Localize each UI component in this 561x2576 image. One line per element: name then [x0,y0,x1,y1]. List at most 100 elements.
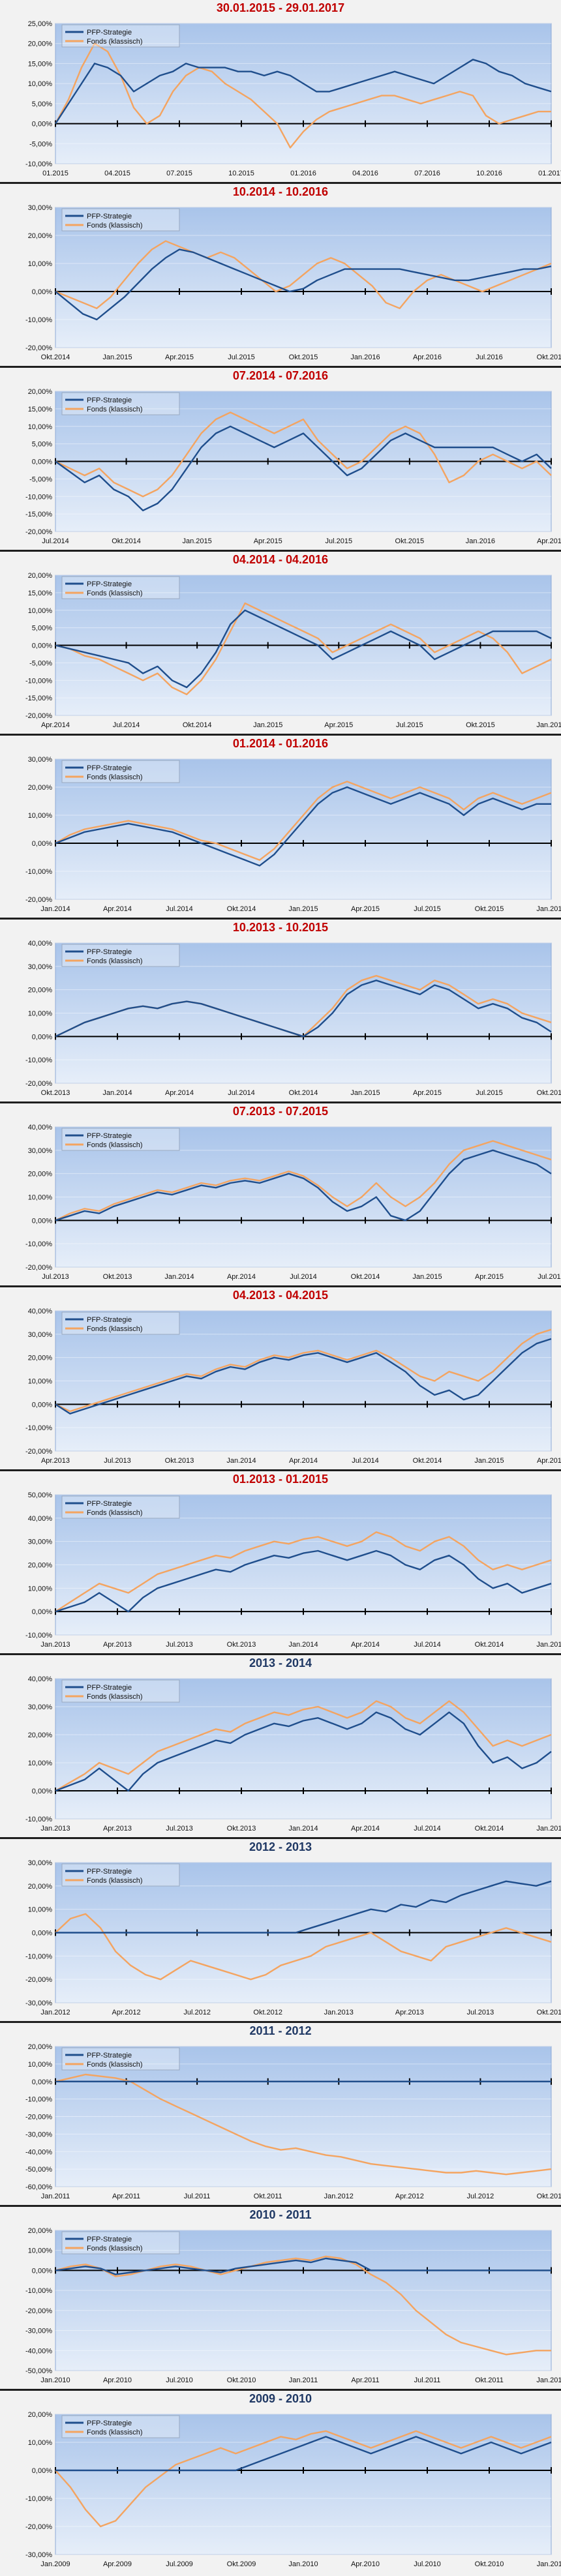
x-tick-label: Apr.2010 [351,2560,380,2568]
legend-label: PFP-Strategie [87,580,132,588]
x-tick-label: Okt.2014 [227,905,256,913]
chart-panel: 01.2014 - 01.2016 30,00% 20,00% 10,00% 0,00%… [0,736,561,920]
series-line-pfp [55,1149,552,1221]
legend-label: PFP-Strategie [87,1868,132,1876]
x-tick-label: Apr.2014 [227,1273,256,1281]
panel-separator [0,182,561,184]
y-tick-label: -20,00% [25,1080,52,1088]
y-tick-label: 0,00% [32,1217,52,1225]
y-tick-label: 10,00% [28,1010,53,1018]
panel-separator [0,2205,561,2207]
x-tick-label: Jul.2016 [476,353,503,361]
line-chart: 40,00% 30,00% 20,00% 10,00% 0,00% -10,00% -20,… [25,940,561,1097]
panel-separator [0,1285,561,1287]
x-tick-label: Okt.2015 [537,1089,561,1097]
legend-box [61,760,180,783]
legend-label: PFP-Strategie [87,2419,132,2427]
chart-title: 10.2013 - 10.2015 [232,921,329,934]
x-tick-label: 01.2016 [290,170,316,177]
panel-separator [0,550,561,552]
x-tick-label: Jul.2012 [183,2009,211,2016]
y-tick-label: -10,00% [25,2495,52,2503]
x-tick-label: Okt.2013 [103,1273,132,1281]
x-tick-label: Apr.2016 [413,353,442,361]
x-tick-label: Jul.2012 [467,2193,494,2200]
legend-label: Fonds (klassisch) [87,222,143,230]
x-tick-label: Jul.2014 [414,1825,441,1833]
y-tick-label: 10,00% [28,2439,53,2447]
y-tick-label: 0,00% [32,642,52,650]
x-tick-label: Jan.2011 [289,2376,318,2384]
y-tick-label: 30,00% [28,963,53,971]
series-line-fonds [55,2430,552,2528]
x-tick-label: Jan.2016 [536,721,561,729]
y-tick-label: -30,00% [25,2328,52,2335]
line-chart: 20,00% 10,00% 0,00% -10,00% -20,00% -30,00% -4… [25,2227,561,2384]
x-tick-label: Apr.2014 [165,1089,194,1097]
x-tick-label: Jul.2015 [396,721,423,729]
y-tick-label: -20,00% [25,1264,52,1272]
x-tick-label: Okt.2014 [183,721,212,729]
x-tick-label: Okt.2015 [475,905,504,913]
y-tick-label: 10,00% [28,1760,53,1767]
legend-box [61,944,180,967]
x-tick-label: Okt.2014 [475,1825,504,1833]
x-tick-label: Jul.2015 [228,353,255,361]
x-tick-label: Apr.2011 [351,2376,379,2384]
y-tick-label: -50,00% [25,2166,52,2174]
legend-label: PFP-Strategie [87,1684,132,1692]
y-tick-label: 5,00% [32,625,52,633]
x-tick-label: Okt.2009 [227,2560,256,2568]
x-tick-label: Jul.2013 [166,1825,193,1833]
legend-label: PFP-Strategie [87,1500,132,1508]
y-tick-label: 10,00% [28,80,53,88]
x-tick-label: Jan.2015 [536,1641,561,1649]
x-tick-label: Jan.2015 [288,905,318,913]
y-tick-label: 30,00% [28,1703,53,1711]
y-tick-label: -20,00% [25,712,52,720]
y-tick-label: 10,00% [28,607,53,615]
y-tick-label: 20,00% [28,1355,53,1362]
y-tick-label: 20,00% [28,2227,53,2235]
x-tick-label: Apr.2009 [103,2560,132,2568]
chart-panel: 10.2014 - 10.2016 30,00% 20,00% 10,00% 0,00%… [0,184,561,368]
chart-title: 04.2013 - 04.2015 [232,1289,329,1302]
y-tick-label: -30,00% [25,1999,52,2007]
y-tick-label: 0,00% [32,288,52,296]
x-tick-label: Jan.2014 [288,1641,318,1649]
x-tick-label: Apr.2015 [351,905,380,913]
x-tick-label: Apr.2015 [165,353,194,361]
x-tick-label: 04.2015 [104,170,130,177]
y-tick-label: -20,00% [25,896,52,904]
x-tick-label: Jul.2011 [414,2376,441,2384]
chart-panel: 04.2014 - 04.2016 20,00% 15,00% 10,00% 5,00%… [0,552,561,736]
x-tick-label: Apr.2015 [413,1089,442,1097]
y-tick-label: 40,00% [28,1515,53,1523]
legend-label: Fonds (klassisch) [87,1509,143,1517]
legend-label: Fonds (klassisch) [87,2061,143,2069]
x-tick-label: Jan.2016 [466,537,495,545]
chart-title: 10.2014 - 10.2016 [232,185,329,198]
x-tick-label: Okt.2012 [537,2193,561,2200]
line-chart: 30,00% 20,00% 10,00% 0,00% -10,00% -20,00% -30… [25,1859,561,2016]
chart-panel: 2010 - 2011 20,00% 10,00% 0,00% -10,00% -20,0… [0,2207,561,2391]
series-line-pfp [55,1711,552,1792]
chart-title: 2012 - 2013 [249,1840,312,1853]
x-tick-label: Apr.2013 [103,1641,132,1649]
x-tick-label: Jan.2009 [40,2560,70,2568]
y-tick-label: -60,00% [25,2183,52,2191]
y-tick-label: 20,00% [28,40,53,48]
x-tick-label: Jan.2014 [40,905,70,913]
legend-box [61,1128,180,1151]
x-tick-label: Jul.2015 [538,1273,561,1281]
x-tick-label: Jan.2014 [164,1273,194,1281]
line-chart: 20,00% 10,00% 0,00% -10,00% -20,00% -30,00% -4… [25,2043,561,2200]
line-chart: 40,00% 30,00% 20,00% 10,00% 0,00% -10,00% -20,… [25,1308,561,1465]
legend-label: Fonds (klassisch) [87,1877,143,1885]
